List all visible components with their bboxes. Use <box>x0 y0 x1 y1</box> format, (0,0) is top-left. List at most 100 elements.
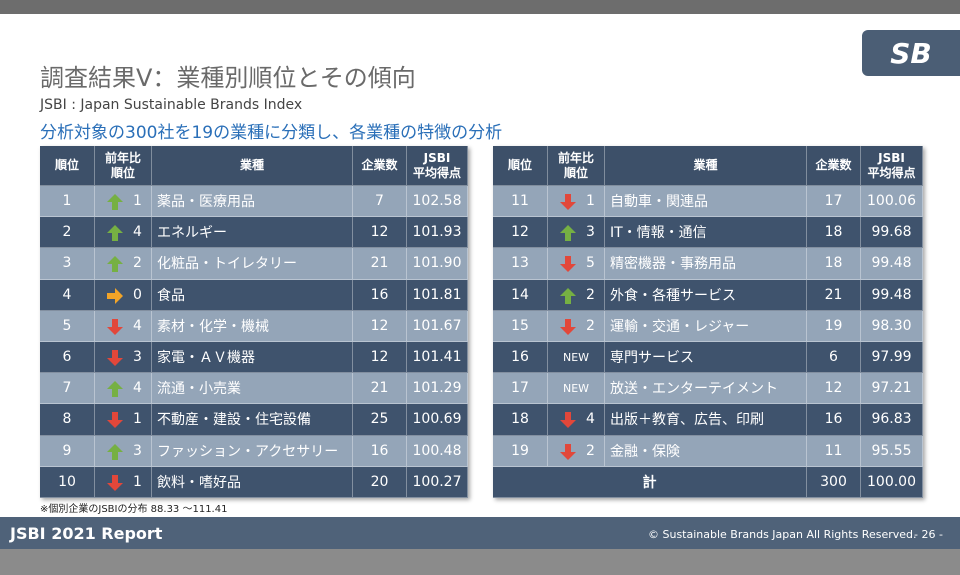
header-line: 前年比 <box>557 150 594 165</box>
industry-cell: エネルギー <box>152 217 353 249</box>
rank-cell: 17 <box>493 373 548 405</box>
arrow-shape <box>107 256 123 273</box>
trend-arrow <box>107 225 123 242</box>
rank-cell: 14 <box>493 279 548 311</box>
change-value: 1 <box>586 193 595 210</box>
industry-cell: 薬品・医療用品 <box>152 186 353 218</box>
arrow-shape <box>107 318 123 335</box>
total-score: 100.00 <box>861 466 923 498</box>
industry-cell: 外食・各種サービス <box>605 279 807 311</box>
header-cell: 企業数 <box>353 146 407 186</box>
change-cell: NEW <box>548 373 605 405</box>
arrow-shape <box>107 350 123 366</box>
footnote: ※個別企業のJSBIの分布 88.33 ～111.41 <box>40 504 228 515</box>
industry-cell: 不動産・建設・住宅設備 <box>152 404 353 436</box>
arrow-shape <box>560 412 576 429</box>
header-line: JSBI <box>878 150 905 165</box>
industry-cell: 食品 <box>152 279 353 311</box>
header-line: 平均得点 <box>412 165 461 180</box>
rank-cell: 16 <box>493 342 548 374</box>
header-line: 前年比 <box>104 150 141 165</box>
header-cell: 企業数 <box>807 146 861 186</box>
bottom-bar <box>0 549 960 575</box>
score-cell: 97.21 <box>861 373 923 405</box>
score-cell: 100.06 <box>861 186 923 218</box>
description: 分析対象の300社を19の業種に分類し、各業種の特徴の分析 <box>40 123 503 143</box>
trend-arrow <box>107 443 123 460</box>
score-cell: 98.30 <box>861 310 923 342</box>
count-cell: 21 <box>807 279 861 311</box>
change-cell: 2 <box>548 435 605 467</box>
arrow-shape <box>107 381 123 398</box>
score-cell: 101.90 <box>407 248 468 280</box>
top-bar <box>0 0 960 14</box>
score-cell: 101.29 <box>407 373 468 405</box>
header-cell: 順位 <box>493 146 548 186</box>
count-cell: 18 <box>807 217 861 249</box>
arrow-shape <box>107 443 123 460</box>
arrow-shape <box>560 443 576 460</box>
industry-cell: ファッション・アクセサリー <box>152 435 353 467</box>
score-cell: 99.68 <box>861 217 923 249</box>
trend-arrow <box>107 381 123 398</box>
industry-cell: 精密機器・事務用品 <box>605 248 807 280</box>
score-cell: 102.58 <box>407 186 468 218</box>
industry-cell: 化粧品・トイレタリー <box>152 248 353 280</box>
count-cell: 12 <box>807 373 861 405</box>
header-line: 順位 <box>563 165 588 180</box>
score-cell: 101.67 <box>407 310 468 342</box>
arrow-shape <box>107 412 123 429</box>
rank-cell: 4 <box>40 279 95 311</box>
logo: SB <box>862 30 960 76</box>
count-cell: 21 <box>353 373 407 405</box>
score-cell: 96.83 <box>861 404 923 436</box>
score-cell: 101.93 <box>407 217 468 249</box>
industry-cell: 飲料・嗜好品 <box>152 466 353 498</box>
arrow-shape <box>560 256 576 273</box>
change-cell: 2 <box>548 310 605 342</box>
rank-cell: 10 <box>40 466 95 498</box>
trend-arrow <box>560 256 576 273</box>
change-cell: 2 <box>95 248 152 280</box>
rank-cell: 11 <box>493 186 548 218</box>
subtitle: JSBI : Japan Sustainable Brands Index <box>40 97 303 113</box>
trend-arrow <box>107 412 123 429</box>
count-cell: 16 <box>353 435 407 467</box>
score-cell: 100.69 <box>407 404 468 436</box>
trend-arrow <box>107 474 123 491</box>
industry-cell: 放送・エンターテイメント <box>605 373 807 405</box>
count-cell: 12 <box>353 342 407 374</box>
count-cell: 6 <box>807 342 861 374</box>
footer-report: JSBI 2021 Report <box>10 524 163 543</box>
rank-cell: 19 <box>493 435 548 467</box>
change-cell: 3 <box>95 435 152 467</box>
footer-bar <box>0 517 960 549</box>
change-value: 2 <box>586 442 595 459</box>
trend-arrow <box>560 318 576 335</box>
change-value: 3 <box>133 349 142 366</box>
rank-cell: 5 <box>40 310 95 342</box>
header-line: 順位 <box>110 165 135 180</box>
change-value: 4 <box>133 224 142 241</box>
score-cell: 101.41 <box>407 342 468 374</box>
change-value: 1 <box>133 411 142 428</box>
count-cell: 16 <box>353 279 407 311</box>
change-cell: 1 <box>95 404 152 436</box>
change-cell: 1 <box>95 186 152 218</box>
trend-arrow <box>107 350 123 366</box>
change-cell: 4 <box>95 217 152 249</box>
industry-cell: 運輸・交通・レジャー <box>605 310 807 342</box>
trend-arrow <box>560 412 576 429</box>
rank-cell: 15 <box>493 310 548 342</box>
header-cell: JSBI 平均得点 <box>861 146 923 186</box>
industry-cell: IT・情報・通信 <box>605 217 807 249</box>
total-count: 300 <box>807 466 861 498</box>
count-cell: 16 <box>807 404 861 436</box>
rank-cell: 8 <box>40 404 95 436</box>
change-cell: 3 <box>548 217 605 249</box>
industry-cell: 出版＋教育、広告、印刷 <box>605 404 807 436</box>
score-cell: 100.27 <box>407 466 468 498</box>
rank-cell: 6 <box>40 342 95 374</box>
total-label: 計 <box>493 466 807 498</box>
rank-cell: 7 <box>40 373 95 405</box>
